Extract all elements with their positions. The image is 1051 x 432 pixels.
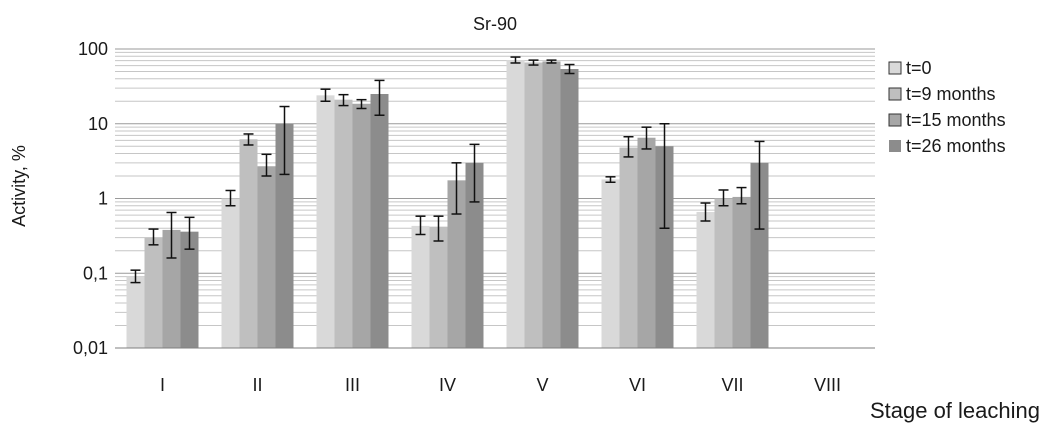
- error-bar: [225, 189, 236, 207]
- bar: [180, 231, 199, 348]
- legend-label: t=15 months: [906, 110, 1006, 130]
- y-tick-label: 0,01: [73, 338, 108, 358]
- error-bar: [451, 162, 462, 215]
- error-bar: [605, 176, 616, 183]
- x-tick-label: V: [536, 375, 548, 395]
- bar: [732, 196, 751, 348]
- bar: [316, 95, 335, 348]
- error-bar: [415, 215, 426, 236]
- bar: [524, 62, 543, 349]
- x-tick-label: II: [252, 375, 262, 395]
- error-bar: [564, 63, 575, 75]
- error-bar: [130, 269, 141, 284]
- bar: [655, 146, 674, 348]
- bar: [560, 69, 579, 348]
- bar: [144, 237, 163, 348]
- error-bar: [754, 140, 765, 230]
- bar: [619, 147, 638, 348]
- y-tick-labels: 0,01 0,1 1 10 100: [73, 39, 108, 358]
- bar: [750, 162, 769, 348]
- x-tick-labels: I II III IV V VI VII VIII: [160, 375, 841, 395]
- error-bar: [279, 105, 290, 176]
- x-tick-label: VI: [629, 375, 646, 395]
- x-tick-label: VIII: [814, 375, 841, 395]
- x-tick-label: IV: [439, 375, 456, 395]
- bar: [601, 179, 620, 348]
- bar: [257, 166, 276, 348]
- error-bar: [433, 215, 444, 242]
- error-bar: [356, 98, 367, 110]
- legend-swatch: [888, 61, 902, 75]
- bar: [334, 99, 353, 348]
- bar: [637, 137, 656, 348]
- error-bar: [243, 133, 254, 146]
- error-bar: [261, 153, 272, 177]
- error-bar: [166, 211, 177, 259]
- bar: [275, 123, 294, 348]
- error-bar: [546, 59, 557, 64]
- x-tick-label: I: [160, 375, 165, 395]
- legend-swatch: [888, 113, 902, 127]
- bars: [126, 60, 769, 349]
- error-bar: [338, 93, 349, 107]
- x-tick-label: III: [345, 375, 360, 395]
- error-bar: [469, 143, 480, 203]
- y-tick-label: 10: [88, 114, 108, 134]
- x-tick-label: VII: [721, 375, 743, 395]
- error-bar: [641, 126, 652, 150]
- legend-swatch: [888, 87, 902, 101]
- legend-label: t=0: [906, 58, 932, 78]
- bar: [162, 229, 181, 348]
- y-tick-label: 0,1: [83, 263, 108, 283]
- bar: [411, 225, 430, 348]
- error-bar: [700, 202, 711, 222]
- bar: [239, 139, 258, 348]
- error-bar: [374, 79, 385, 116]
- error-bar: [510, 56, 521, 64]
- y-tick-label: 100: [78, 39, 108, 59]
- bar: [542, 61, 561, 348]
- bar: [352, 103, 371, 348]
- bar: [696, 211, 715, 348]
- error-bar: [184, 216, 195, 250]
- bar: [221, 198, 240, 348]
- error-bar: [659, 123, 670, 229]
- bar: [370, 94, 389, 348]
- legend-label: t=9 months: [906, 84, 996, 104]
- bar: [447, 180, 466, 348]
- bar: [714, 198, 733, 348]
- error-bar: [320, 88, 331, 102]
- legend: t=0 t=9 months t=15 months t=26 months: [888, 58, 1006, 156]
- error-bar: [718, 189, 729, 207]
- error-bar: [623, 136, 634, 158]
- legend-label: t=26 months: [906, 136, 1006, 156]
- error-bars: [130, 56, 765, 284]
- bar: [126, 276, 145, 348]
- chart-title: Sr-90: [473, 14, 517, 34]
- error-bar: [528, 59, 539, 66]
- y-tick-label: 1: [98, 189, 108, 209]
- error-bar: [736, 186, 747, 205]
- bar: [506, 60, 525, 348]
- bar: [429, 226, 448, 348]
- legend-swatch: [889, 140, 901, 152]
- error-bar: [148, 228, 159, 246]
- y-axis-label: Activity, %: [9, 145, 29, 227]
- x-axis-label: Stage of leaching: [870, 398, 1040, 423]
- bar: [465, 162, 484, 348]
